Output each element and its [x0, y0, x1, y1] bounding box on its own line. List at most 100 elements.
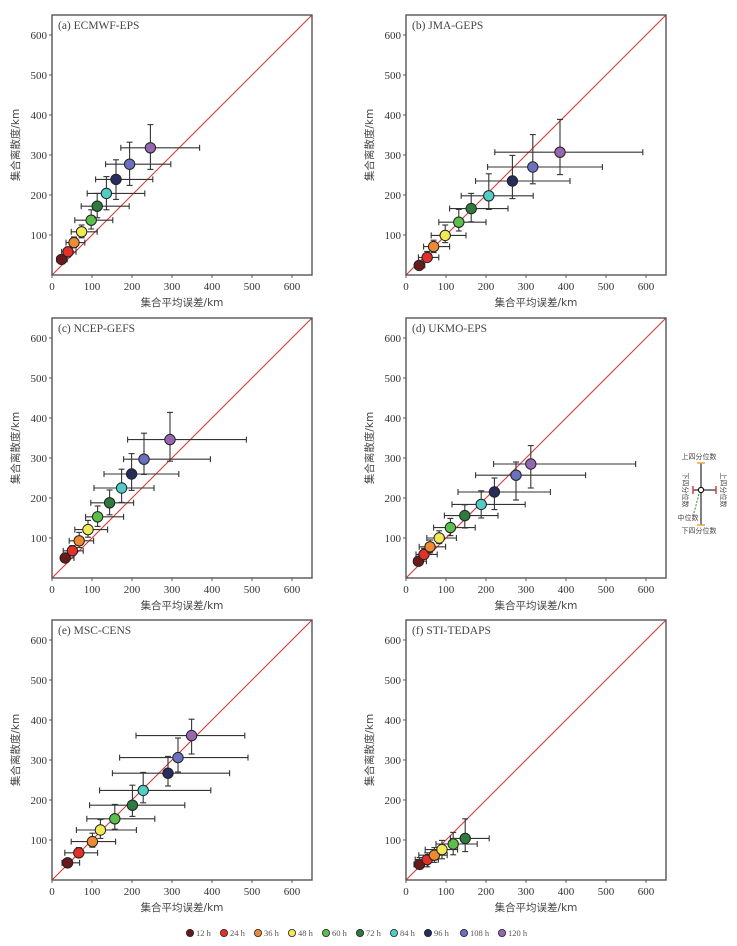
median-marker: [138, 453, 150, 465]
data-point-96h: [95, 159, 154, 200]
y-axis-label: 集合离散度/km: [363, 714, 376, 786]
data-point-108h: [487, 134, 603, 185]
median-marker: [82, 523, 94, 536]
x-tick-label: 200: [478, 886, 495, 898]
data-point-60h: [85, 505, 125, 527]
legend-label: 108 h: [470, 928, 490, 938]
data-point-48h: [74, 519, 109, 538]
data-point-120h: [120, 124, 201, 170]
y-tick-label: 500: [31, 373, 48, 385]
legend-marker: [219, 929, 228, 938]
y-axis-label: 集合离散度/km: [9, 109, 22, 181]
inset-label-bottom: 下四分位数: [682, 526, 717, 535]
panel-f: (f) STI-TEDAPS 0 100 200 300 400 500 600 100 200 3…: [363, 619, 667, 914]
data-point-24h: [415, 547, 438, 561]
diagonal-reference-line: [52, 15, 312, 275]
median-marker: [525, 458, 537, 470]
median-marker: [73, 847, 85, 859]
data-point-48h: [426, 530, 457, 545]
x-tick-label: 0: [403, 281, 409, 293]
x-tick-label: 200: [478, 584, 495, 596]
y-axis-label: 集合离散度/km: [363, 109, 376, 181]
median-marker: [126, 799, 139, 811]
median-marker: [459, 509, 471, 522]
data-point-36h: [70, 832, 117, 848]
legend-item: 12 h: [185, 928, 212, 938]
legend-label: 12 h: [196, 928, 212, 938]
x-tick-label: 500: [244, 281, 261, 293]
panel-title: (a) ECMWF-EPS: [58, 20, 139, 32]
median-marker: [172, 751, 184, 764]
x-axis-label: 集合平均误差/km: [141, 901, 224, 914]
x-tick-label: 400: [558, 281, 575, 293]
y-axis-label: 集合离散度/km: [363, 412, 376, 484]
x-tick-label: 600: [638, 584, 655, 596]
legend-marker: [423, 929, 432, 938]
y-tick-label: 600: [385, 30, 402, 42]
diagonal-reference-line: [406, 620, 666, 880]
median-marker: [475, 498, 487, 511]
data-point-72h: [89, 784, 186, 817]
x-tick-label: 500: [598, 281, 615, 293]
legend-item: 72 h: [355, 928, 382, 938]
x-axis-label: 集合平均误差/km: [141, 599, 224, 612]
x-tick-label: 400: [204, 584, 221, 596]
x-axis-label: 集合平均误差/km: [495, 599, 578, 612]
inset-median-circle: [697, 486, 705, 494]
legend-label: 24 h: [230, 928, 246, 938]
legend-marker: [459, 929, 468, 938]
median-marker: [488, 486, 501, 498]
x-axis-label: 集合平均误差/km: [495, 901, 578, 914]
data-point-72h: [443, 504, 499, 529]
legend-marker: [321, 929, 330, 938]
x-tick-label: 100: [84, 584, 101, 596]
y-axis-label: 集合离散度/km: [9, 714, 22, 786]
median-marker: [66, 545, 79, 557]
median-marker: [115, 482, 128, 494]
median-marker: [68, 236, 80, 249]
y-tick-label: 600: [31, 333, 48, 345]
median-marker: [59, 552, 71, 564]
y-tick-label: 300: [31, 453, 48, 465]
median-marker: [527, 161, 539, 173]
median-marker: [86, 835, 99, 848]
data-point-120h: [493, 445, 637, 489]
legend-marker: [253, 929, 262, 938]
data-point-48h: [75, 819, 137, 839]
y-tick-label: 200: [385, 493, 402, 505]
x-tick-label: 0: [49, 886, 55, 898]
x-tick-label: 400: [204, 886, 221, 898]
data-point-24h: [417, 250, 440, 264]
median-marker: [144, 142, 157, 154]
y-tick-label: 100: [31, 230, 48, 242]
x-tick-label: 0: [49, 281, 55, 293]
y-tick-label: 500: [385, 70, 402, 82]
data-point-60h: [438, 208, 487, 232]
x-tick-label: 600: [284, 886, 301, 898]
median-marker: [413, 259, 425, 272]
panel-e: (e) MSC-CENS 0 100 200 300 400 500 600 100 200 300…: [9, 619, 313, 914]
median-marker: [427, 240, 440, 253]
inset-label-right: 上四分位数: [719, 473, 728, 508]
y-tick-label: 500: [385, 675, 402, 687]
x-tick-label: 200: [124, 584, 141, 596]
panel-title: (f) STI-TEDAPS: [412, 625, 491, 637]
y-tick-label: 300: [385, 453, 402, 465]
diagonal-reference-line: [52, 620, 312, 880]
legend-marker: [389, 929, 398, 938]
median-marker: [444, 521, 457, 534]
data-point-72h: [90, 489, 135, 516]
panels-group: (a) ECMWF-EPS 0 100 200 300 400 500 600 100 200 30…: [9, 14, 667, 914]
median-marker: [164, 433, 176, 446]
x-tick-label: 600: [638, 886, 655, 898]
y-tick-label: 100: [385, 835, 402, 847]
data-point-24h: [64, 847, 99, 859]
y-tick-label: 200: [385, 190, 402, 202]
y-tick-label: 500: [31, 70, 48, 82]
data-point-72h: [449, 192, 509, 223]
median-marker: [433, 532, 445, 544]
x-axis-label: 集合平均误差/km: [141, 296, 224, 309]
x-tick-label: 100: [84, 281, 101, 293]
panel-frame: [51, 14, 313, 276]
y-tick-label: 100: [385, 533, 402, 545]
